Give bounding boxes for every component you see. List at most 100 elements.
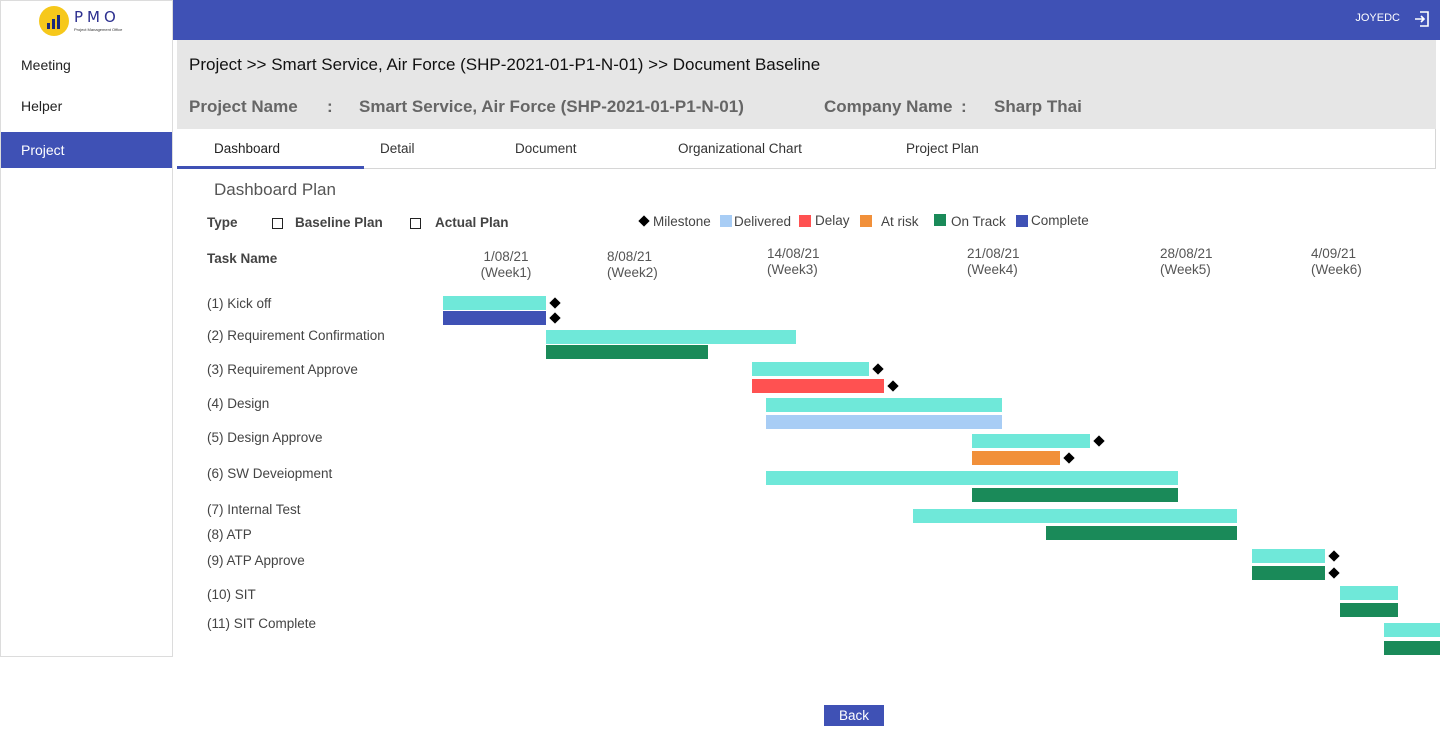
week-6-header: 4/09/21 (Week6): [1311, 246, 1362, 278]
baseline-bar: [972, 434, 1090, 448]
logo-chart-icon: [39, 6, 69, 36]
legend-at-risk-swatch: [860, 215, 872, 227]
sidebar-item-meeting[interactable]: Meeting: [21, 57, 71, 73]
baseline-bar: [766, 398, 1002, 412]
milestone-icon: [1328, 550, 1340, 562]
milestone-icon: [887, 380, 899, 392]
week-2-header: 8/08/21 (Week2): [607, 249, 658, 281]
logo-subtitle: Project Management Office: [74, 27, 123, 32]
week-label: (Week3): [767, 262, 818, 277]
tab-dashboard[interactable]: Dashboard: [177, 129, 364, 169]
actual-bar: [972, 451, 1061, 465]
legend-delivered-label: Delivered: [734, 214, 792, 229]
week-3-header: 14/08/21 (Week3): [767, 246, 820, 278]
task-name: (5) Design Approve: [207, 430, 323, 445]
week-label: (Week4): [967, 262, 1018, 277]
baseline-bar: [545, 330, 796, 344]
week-date: 8/08/21: [607, 249, 653, 264]
dashboard-title: Dashboard Plan: [214, 180, 336, 199]
baseline-bar: [751, 362, 870, 376]
week-date: 21/08/21: [967, 246, 1020, 261]
baseline-plan-checkbox[interactable]: [272, 218, 283, 229]
week-label: (Week1): [480, 265, 532, 280]
baseline-bar: [1339, 586, 1399, 600]
sidebar-item-project[interactable]: Project: [1, 132, 172, 168]
tab-bar: Dashboard Detail Document Organizational…: [177, 129, 1436, 169]
week-label: (Week2): [607, 265, 658, 280]
baseline-bar: [913, 509, 1237, 523]
milestone-icon: [872, 363, 884, 375]
actual-bar: [443, 311, 546, 325]
legend-complete-swatch: [1016, 215, 1028, 227]
actual-bar: [1045, 526, 1237, 540]
tab-organizational-chart[interactable]: Organizational Chart: [678, 141, 802, 156]
baseline-plan-label: Baseline Plan: [295, 215, 383, 230]
legend-on-track-label: On Track: [951, 214, 1006, 229]
tab-project-plan[interactable]: Project Plan: [906, 141, 979, 156]
week-4-header: 21/08/21 (Week4): [967, 246, 1020, 278]
logout-icon[interactable]: [1414, 10, 1430, 28]
company-name-label: Company Name: [824, 97, 953, 116]
week-1-header: 1/08/21 (Week1): [471, 249, 541, 281]
task-name: (4) Design: [207, 396, 270, 411]
sidebar: PMO Project Management Office Meeting He…: [0, 0, 173, 657]
baseline-bar: [766, 471, 1178, 485]
legend-delivered-swatch: [720, 215, 732, 227]
week-5-header: 28/08/21 (Week5): [1160, 246, 1213, 278]
project-header: Project >> Smart Service, Air Force (SHP…: [177, 40, 1436, 129]
week-date: 1/08/21: [483, 249, 529, 264]
task-name: (1) Kick off: [207, 296, 272, 311]
legend-milestone-label: Milestone: [653, 214, 711, 229]
actual-bar: [545, 345, 708, 359]
milestone-icon: [1328, 567, 1340, 579]
company-name-colon: :: [961, 97, 967, 116]
actual-plan-label: Actual Plan: [435, 215, 509, 230]
type-label: Type: [207, 215, 238, 230]
task-name: (7) Internal Test: [207, 502, 301, 517]
tab-detail[interactable]: Detail: [380, 141, 415, 156]
actual-bar: [1251, 566, 1325, 580]
company-name-value: Sharp Thai: [994, 97, 1082, 116]
milestone-icon: [1093, 435, 1105, 447]
task-name: (11) SIT Complete: [207, 616, 317, 631]
week-date: 14/08/21: [767, 246, 820, 261]
back-button[interactable]: Back: [824, 705, 884, 726]
legend-at-risk-label: At risk: [881, 214, 919, 229]
legend-delay-swatch: [799, 215, 811, 227]
baseline-bar: [1383, 623, 1440, 637]
sidebar-item-helper[interactable]: Helper: [21, 98, 63, 114]
tab-document[interactable]: Document: [515, 141, 577, 156]
top-bar: JOYEDC: [173, 0, 1440, 40]
task-name: (9) ATP Approve: [207, 553, 305, 568]
project-name-value: Smart Service, Air Force (SHP-2021-01-P1…: [359, 97, 744, 116]
task-name: (2) Requirement Confirmation: [207, 328, 385, 343]
week-date: 28/08/21: [1160, 246, 1213, 261]
actual-bar: [766, 415, 1002, 429]
pmo-logo: PMO Project Management Office: [39, 6, 159, 36]
week-label: (Week6): [1311, 262, 1362, 277]
milestone-icon: [1063, 452, 1076, 464]
user-name[interactable]: JOYEDC: [1355, 12, 1400, 24]
breadcrumb: Project >> Smart Service, Air Force (SHP…: [189, 55, 821, 74]
legend-milestone-icon: [638, 215, 650, 227]
legend-complete-label: Complete: [1031, 213, 1089, 228]
legend-delay-label: Delay: [815, 213, 850, 228]
task-name: (8) ATP: [207, 527, 252, 542]
milestone-icon: [549, 297, 561, 309]
project-name-label: Project Name: [189, 97, 298, 116]
milestone-icon: [549, 312, 561, 324]
actual-bar: [1383, 641, 1440, 655]
actual-bar: [1339, 603, 1399, 617]
week-label: (Week5): [1160, 262, 1211, 277]
task-name: (6) SW Deveiopment: [207, 466, 333, 481]
week-date: 4/09/21: [1311, 246, 1357, 261]
logo-text: PMO: [74, 8, 120, 26]
project-name-colon: :: [327, 97, 333, 116]
baseline-bar: [443, 296, 546, 310]
legend-on-track-swatch: [934, 214, 946, 226]
actual-plan-checkbox[interactable]: [410, 218, 421, 229]
baseline-bar: [1251, 549, 1325, 563]
task-name-header: Task Name: [207, 251, 278, 266]
task-name: (3) Requirement Approve: [207, 362, 358, 377]
actual-bar: [751, 379, 884, 393]
